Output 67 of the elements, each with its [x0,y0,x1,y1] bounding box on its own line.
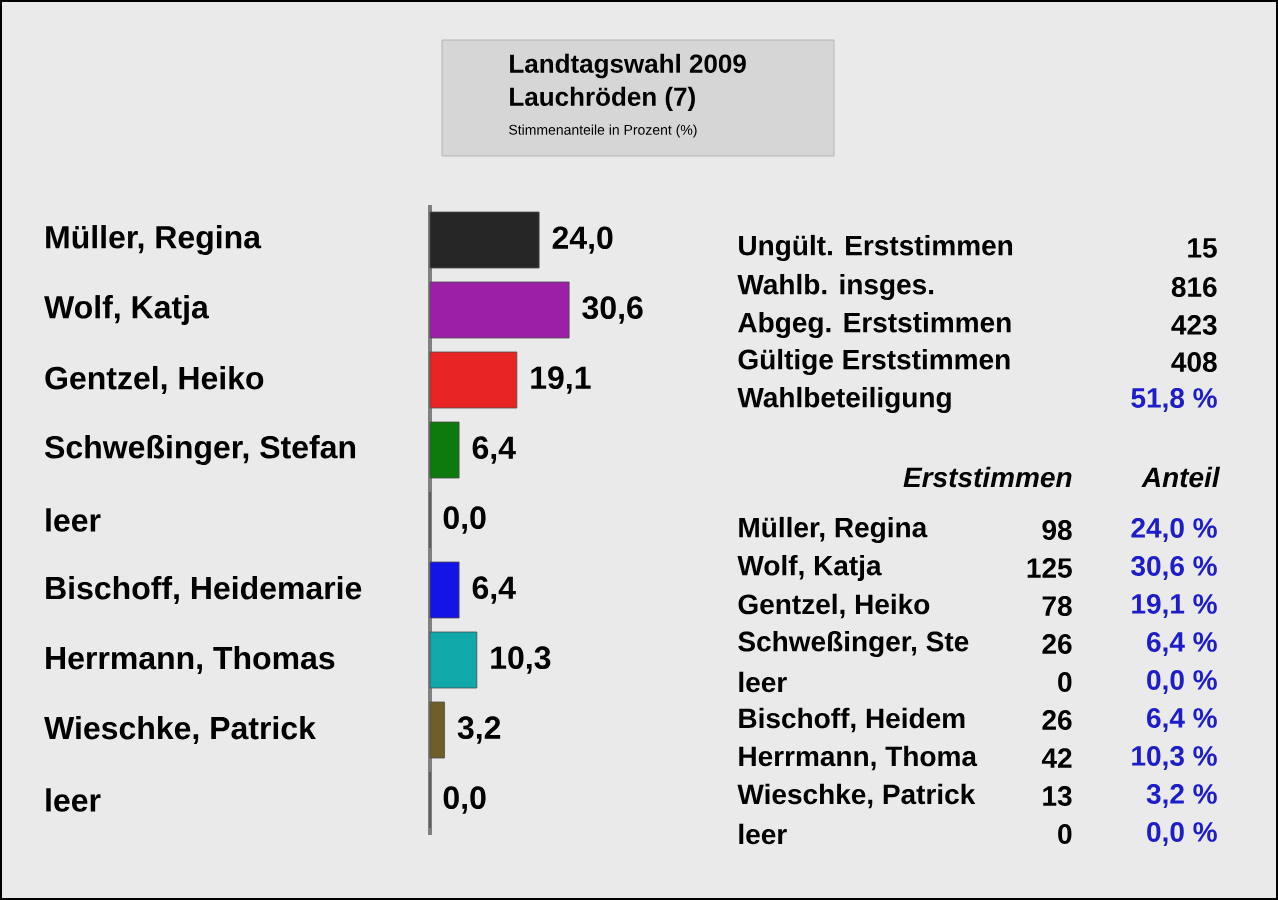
text: Ungült. Erststimmen [739,234,1013,262]
text: 78 [1042,596,1072,616]
data-label: 6,4 [472,576,516,604]
bar [429,701,445,759]
text: Schweßinger, Ste [738,630,969,658]
text: 6,4 % [1147,632,1217,656]
y-tick-label: Bischoff, Heidemarie [46,575,362,605]
y-tick-label: Herrmann, Thomas [46,645,335,675]
text: 24,0 % [1131,518,1217,542]
data-label: 19,1 [531,366,591,394]
bar [429,281,570,339]
y-tick-label: Wieschke, Patrick [44,715,316,745]
text: 6,4 % [1147,708,1217,732]
text: 19,1 % [1132,594,1217,618]
text: Landtagswahl 2009 [510,53,746,79]
data-label: 3,2 [457,716,501,744]
data-label: 30,6 [582,296,643,324]
text: Wahlb. insges. [737,273,934,301]
chart-subtitle: Lauchröden (7) [510,86,695,112]
y-tick-label: Wolf, Katja [44,295,210,325]
bar [429,351,518,409]
data-label: 10,3 [491,646,551,674]
text: 15 [1188,238,1217,258]
data-label: 0,0 [443,506,486,534]
y-tick-label: leer [46,788,101,812]
text: leer [739,823,787,845]
text: Wieschke, Patrick [737,783,976,809]
bar [429,631,478,689]
text: 125 [1027,558,1072,578]
text: 26 [1042,710,1072,730]
text: 0 [1058,672,1072,692]
y-tick-label: leer [46,508,101,532]
text: 10,3 % [1132,746,1217,770]
text: 30,6 % [1131,556,1217,580]
text: Stimmenanteile in Prozent (%) [509,124,697,138]
bar [429,561,460,619]
text: leer [739,671,787,693]
text: Gültige Erststimmen [738,348,1010,376]
y-tick-label: Schweßinger, Stefan [44,435,356,465]
text: 42 [1041,748,1072,768]
text: 816 [1171,277,1217,297]
text: 0,0 % [1147,670,1217,694]
text: 51,8 % [1131,388,1217,412]
y-tick-label: Müller, Regina [46,225,262,255]
text: Wolf, Katja [737,554,882,582]
data-label: 0,0 [443,786,486,814]
text: Erststimmen [903,466,1072,488]
text: 13 [1043,786,1072,806]
text: Abgeg. Erststimmen [738,311,1011,339]
text: 423 [1171,315,1217,335]
data-label: 24,0 [552,226,613,254]
text: Bischoff, Heidem [739,707,965,733]
text: 98 [1042,520,1072,540]
text: Anteil [1141,466,1221,488]
text: Gentzel, Heiko [738,593,930,619]
text: 408 [1171,352,1217,372]
data-label: 6,4 [472,436,516,464]
text: 3,2 % [1146,784,1217,808]
text: 0,0 % [1147,822,1217,846]
text: Müller, Regina [739,516,928,544]
bar [429,211,540,269]
bar [429,421,460,479]
text: 0 [1058,824,1072,844]
text: 26 [1042,634,1072,654]
text: Herrmann, Thoma [739,745,978,771]
y-tick-label: Gentzel, Heiko [45,365,264,395]
text: Wahlbeteiligung [737,386,951,414]
